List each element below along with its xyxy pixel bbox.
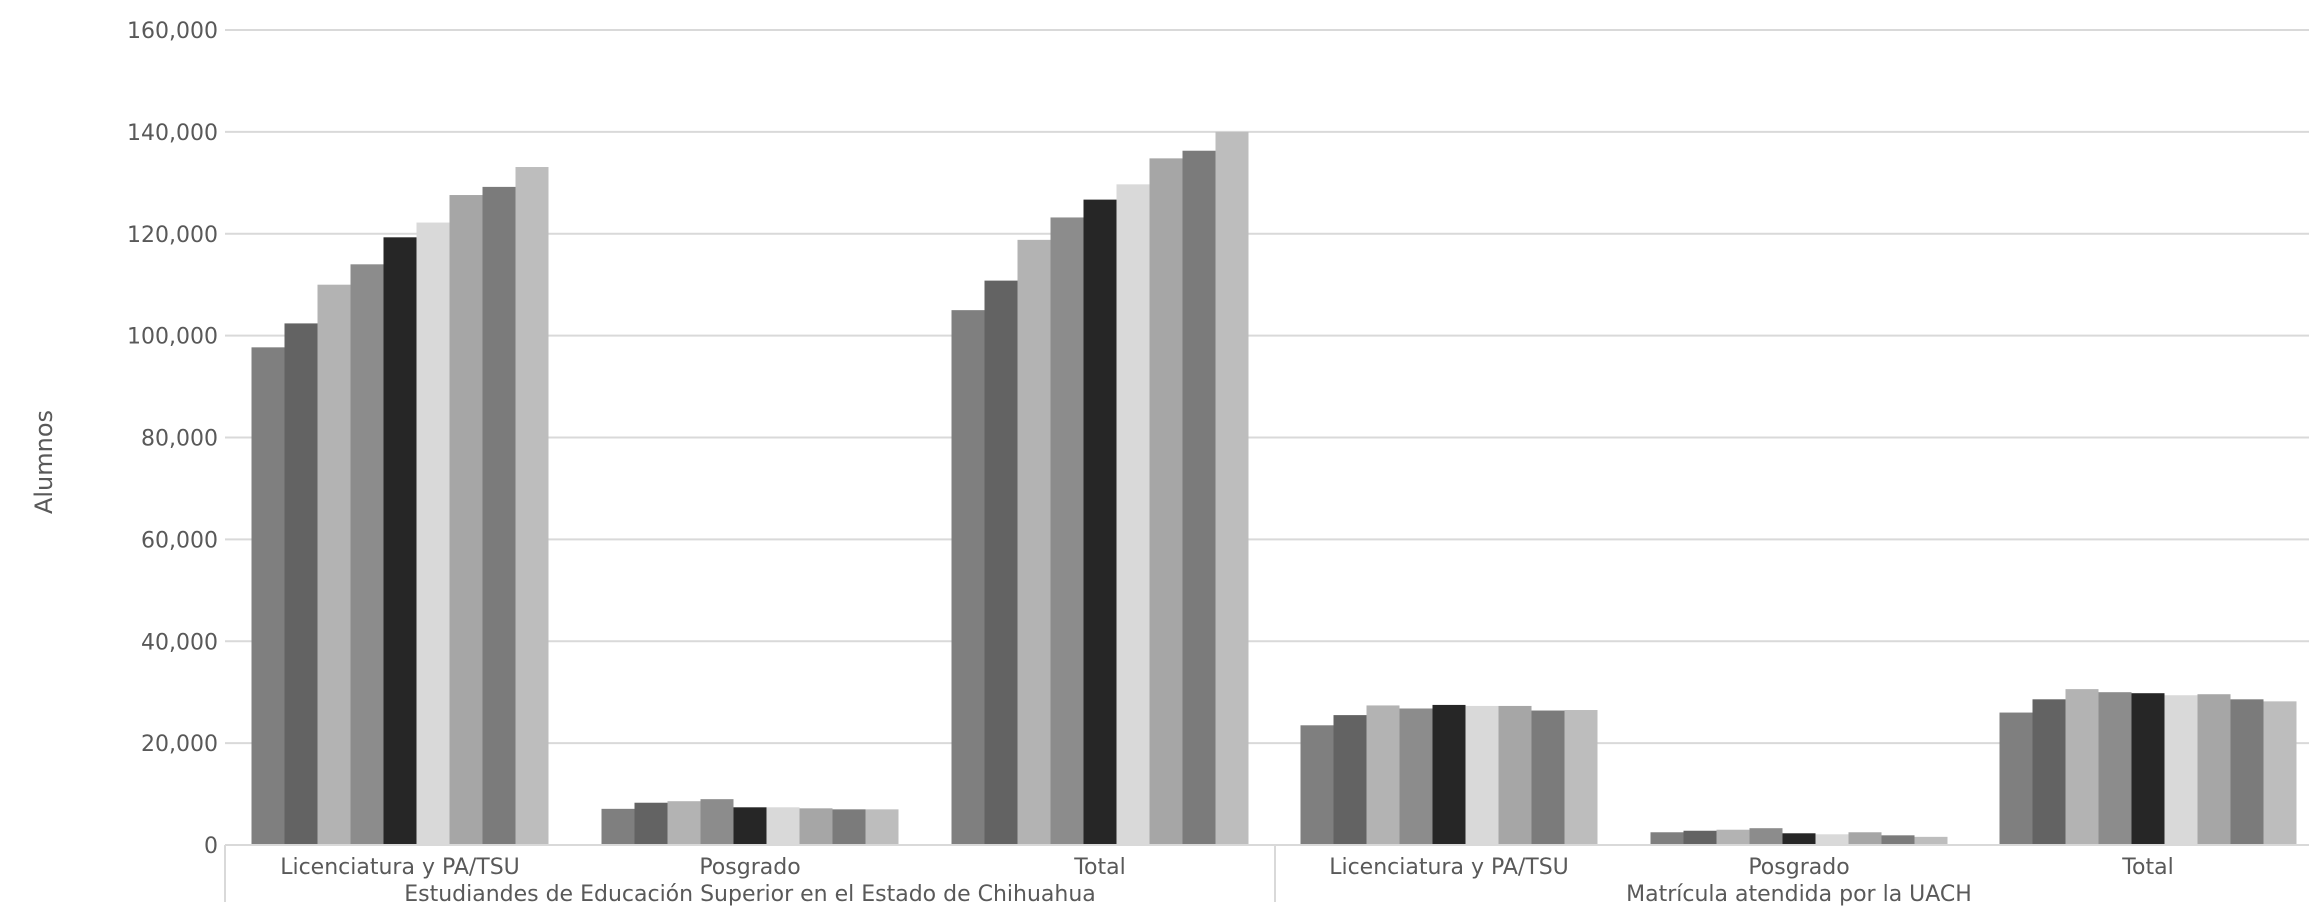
x-group-label: Estudiandes de Educación Superior en el … bbox=[404, 882, 1096, 907]
bar bbox=[634, 802, 668, 845]
bar bbox=[1399, 708, 1433, 845]
bar bbox=[1914, 836, 1948, 845]
x-category-label: Posgrado bbox=[1748, 855, 1849, 880]
x-category-label: Total bbox=[1073, 855, 1125, 880]
bar bbox=[1683, 830, 1717, 845]
bar bbox=[1848, 832, 1882, 845]
bar bbox=[251, 347, 285, 845]
y-tick-label: 140,000 bbox=[127, 121, 218, 146]
bar bbox=[1564, 710, 1598, 845]
bar bbox=[350, 264, 384, 845]
x-group-label: Matrícula atendida por la UACH bbox=[1626, 882, 1972, 907]
x-category-label: Total bbox=[2121, 855, 2173, 880]
y-tick-label: 160,000 bbox=[127, 19, 218, 44]
bar bbox=[1432, 704, 1466, 845]
bar bbox=[1366, 705, 1400, 845]
bar bbox=[482, 186, 516, 845]
bar bbox=[733, 807, 767, 845]
bar bbox=[865, 809, 899, 845]
bar bbox=[1300, 725, 1334, 845]
bar bbox=[601, 808, 635, 845]
bar bbox=[1050, 217, 1084, 845]
bar bbox=[984, 280, 1018, 845]
y-axis-title: Alumnos bbox=[30, 410, 58, 514]
bar bbox=[2098, 692, 2132, 845]
bar bbox=[766, 807, 800, 845]
bar bbox=[1017, 239, 1051, 846]
bar bbox=[1815, 834, 1849, 845]
bar bbox=[951, 310, 985, 845]
x-category-label: Licenciatura y PA/TSU bbox=[1329, 855, 1569, 880]
bar bbox=[2032, 699, 2066, 845]
x-category-label: Posgrado bbox=[699, 855, 800, 880]
bar bbox=[449, 195, 483, 846]
y-tick-label: 80,000 bbox=[141, 427, 218, 452]
bar bbox=[832, 809, 866, 845]
bar bbox=[416, 222, 450, 845]
bar bbox=[1333, 715, 1367, 845]
bar bbox=[1498, 705, 1532, 845]
bar bbox=[2263, 701, 2297, 845]
bar bbox=[1650, 832, 1684, 845]
x-axis: Licenciatura y PA/TSU Posgrado TotalEstudi… bbox=[224, 844, 2309, 907]
bar bbox=[2131, 693, 2165, 845]
y-tick-label: 120,000 bbox=[127, 223, 218, 248]
y-axis-ticks: 0 20,000 40,000 60,000 80,000 100,000 120,000 1… bbox=[127, 19, 218, 859]
bar bbox=[2065, 689, 2099, 845]
bar bbox=[2197, 694, 2231, 845]
y-tick-label: 0 bbox=[204, 834, 218, 859]
bar bbox=[284, 323, 318, 845]
gridlines bbox=[225, 29, 2309, 846]
bar bbox=[1215, 131, 1249, 845]
bar bbox=[317, 284, 351, 845]
bar bbox=[667, 801, 701, 845]
bar bbox=[2164, 695, 2198, 845]
y-tick-label: 60,000 bbox=[141, 528, 218, 553]
bar bbox=[1149, 158, 1183, 846]
x-category-label: Licenciatura y PA/TSU bbox=[280, 855, 520, 880]
bar bbox=[1782, 833, 1816, 845]
bar bbox=[799, 808, 833, 845]
bar bbox=[700, 799, 734, 845]
bar bbox=[1716, 829, 1750, 845]
bar bbox=[1881, 835, 1915, 845]
bar bbox=[1749, 828, 1783, 845]
bar bbox=[383, 237, 417, 846]
bars bbox=[251, 131, 2297, 846]
bar bbox=[1531, 710, 1565, 845]
bar bbox=[1116, 184, 1150, 845]
bar bbox=[2230, 699, 2264, 845]
bar bbox=[1083, 199, 1117, 845]
bar bbox=[1465, 705, 1499, 845]
bar bbox=[1999, 712, 2033, 845]
y-tick-label: 100,000 bbox=[127, 325, 218, 350]
y-tick-label: 40,000 bbox=[141, 630, 218, 655]
bar bbox=[515, 167, 549, 846]
y-tick-label: 20,000 bbox=[141, 732, 218, 757]
bar bbox=[1182, 150, 1216, 846]
